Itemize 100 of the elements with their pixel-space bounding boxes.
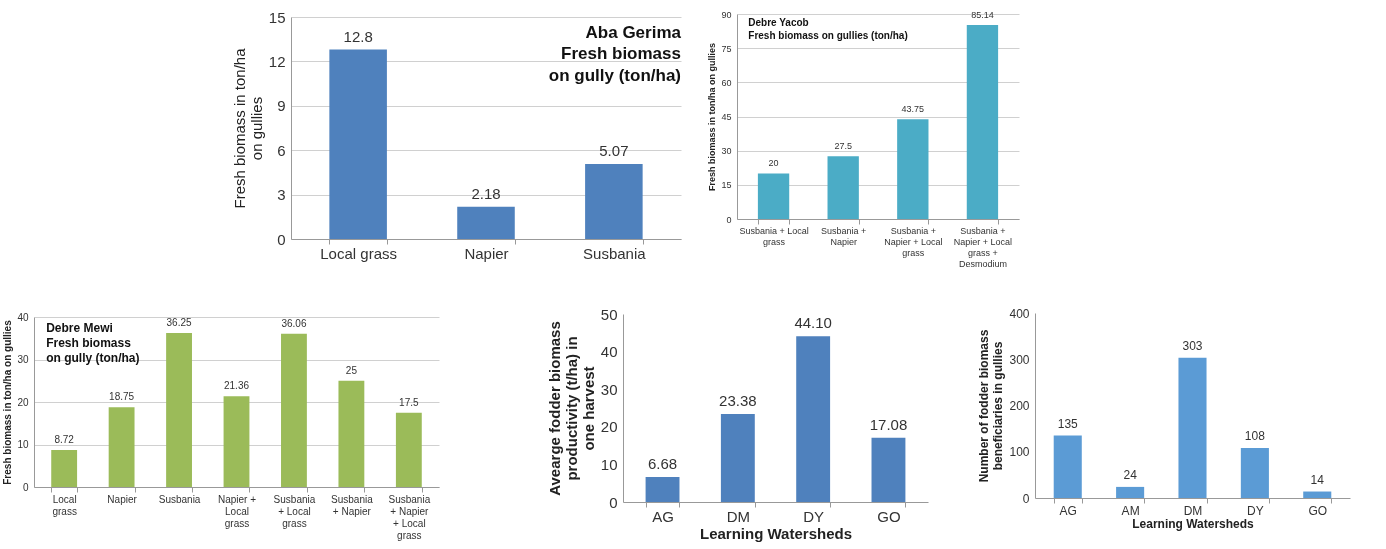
data-label: 135: [1057, 416, 1079, 431]
x-tick-label: AG: [652, 507, 674, 525]
data-label: 14: [1310, 472, 1325, 487]
x-tick-label: GO: [877, 507, 901, 525]
bar: [871, 437, 906, 502]
data-label: 25: [345, 364, 358, 376]
y-tick-label: 6: [277, 141, 286, 159]
y-tick-label: 9: [277, 97, 286, 115]
bar: [1178, 357, 1207, 498]
x-tick-label: Susbania + Napier: [331, 493, 374, 517]
bar: [329, 49, 387, 239]
y-tick-label: 10: [600, 455, 618, 473]
y-axis-title: Fresh biomass in ton/ha on gullies: [707, 42, 718, 192]
y-tick-label: 400: [1009, 306, 1030, 321]
bar: [395, 412, 422, 487]
text: Debre Mewi Fresh biomass on gully (ton/ha): [46, 321, 140, 365]
x-tick-label: AG: [1059, 503, 1077, 518]
bar: [966, 25, 999, 219]
y-tick-label: 300: [1009, 352, 1030, 367]
bar: [796, 336, 831, 502]
bar: [223, 396, 250, 487]
y-tick-label: 10: [17, 439, 29, 450]
data-label: 17.08: [869, 415, 908, 433]
bar: [897, 119, 929, 219]
bar: [757, 173, 790, 219]
y-tick-label: 40: [600, 343, 618, 361]
y-axis-title: Avearge fodder biomass productivity (t/ha) in one harvest: [545, 321, 597, 496]
x-tick-label: Susbania: [583, 244, 647, 262]
text: Debre Yacob Fresh biomass on gullies (ton/ha): [748, 17, 908, 41]
bar: [1053, 435, 1082, 498]
y-tick-label: 15: [268, 8, 286, 26]
y-tick-label: 40: [17, 311, 29, 323]
y-tick-label: 0: [1022, 491, 1030, 506]
data-label: 17.5: [399, 396, 420, 408]
data-label: 20: [768, 158, 779, 169]
y-tick-label: 200: [1009, 399, 1030, 413]
x-tick-label: Susbania + Local grass: [273, 493, 316, 529]
y-tick-label: 100: [1009, 445, 1030, 460]
x-tick-label: DM: [1183, 503, 1203, 518]
y-tick-label: 12: [268, 52, 286, 70]
x-tick-label: GO: [1308, 503, 1328, 518]
bar: [108, 407, 135, 487]
y-tick-label: 0: [609, 493, 618, 511]
x-tick-label: Susbania + Napier + Local grass + Desmodium: [953, 225, 1013, 269]
x-tick-label: Napier + Local grass: [217, 493, 257, 529]
bar: [720, 414, 755, 502]
x-tick-label: Susbania: [158, 493, 201, 505]
data-label: 44.10: [794, 314, 832, 332]
bar: [281, 333, 307, 487]
data-label: 23.38: [719, 392, 757, 410]
data-label: 12.8: [343, 27, 373, 45]
y-tick-label: 60: [721, 77, 732, 88]
bar: [166, 332, 192, 487]
bar: [51, 449, 78, 487]
data-label: 43.75: [901, 104, 925, 115]
y-tick-label: 3: [277, 186, 286, 204]
bar: [585, 163, 643, 239]
x-tick-label: DY: [803, 507, 825, 525]
y-axis-title: Fresh biomass in ton/ha on gullies: [2, 319, 14, 485]
x-tick-label: Local grass: [320, 244, 397, 262]
data-label: 27.5: [834, 141, 852, 152]
data-label: 108: [1244, 429, 1266, 444]
x-axis-title: Learning Watersheds: [700, 524, 852, 542]
x-tick-label: Susbania + Napier + Local grass: [388, 493, 431, 541]
data-label: 36.25: [166, 316, 192, 328]
bar: [1303, 491, 1332, 498]
y-tick-label: 30: [17, 354, 29, 365]
x-tick-label: Susbania + Napier + Local grass: [884, 225, 943, 258]
y-tick-label: 90: [721, 9, 732, 20]
bar: [827, 156, 859, 219]
data-label: 36.06: [281, 317, 307, 329]
y-axis-title: Number of fodder biomass beneficiaries in gullies: [977, 329, 1006, 483]
text: Aba Gerima Fresh biomass on gully (ton/ha): [548, 23, 682, 85]
x-tick-label: AM: [1121, 503, 1140, 518]
x-tick-label: Susbania + Local grass: [739, 225, 809, 247]
data-label: 24: [1123, 467, 1138, 482]
data-label: 21.36: [223, 380, 250, 392]
bar: [1116, 486, 1145, 498]
y-tick-label: 0: [277, 230, 286, 248]
data-label: 6.68: [647, 454, 678, 472]
data-label: 303: [1182, 338, 1203, 353]
y-tick-label: 20: [17, 396, 29, 408]
data-label: 2.18: [471, 184, 501, 202]
x-tick-label: DM: [726, 507, 751, 525]
x-tick-label: Napier: [107, 493, 138, 505]
y-tick-label: 0: [22, 481, 29, 493]
x-axis-title: Learning Watersheds: [1132, 516, 1255, 531]
data-label: 5.07: [599, 141, 629, 159]
y-tick-label: 30: [721, 146, 732, 157]
bar: [457, 206, 515, 239]
y-tick-label: 15: [721, 180, 732, 191]
y-tick-label: 30: [600, 380, 618, 398]
data-label: 85.14: [971, 10, 994, 21]
x-tick-label: DY: [1247, 503, 1264, 518]
y-axis-title: Fresh biomass in ton/ha on gullies: [230, 47, 265, 209]
x-tick-label: Susbania + Napier: [821, 225, 867, 247]
y-tick-label: 20: [600, 418, 618, 436]
x-tick-label: Napier: [464, 244, 509, 262]
bar: [1240, 448, 1269, 498]
y-tick-label: 0: [726, 214, 732, 225]
